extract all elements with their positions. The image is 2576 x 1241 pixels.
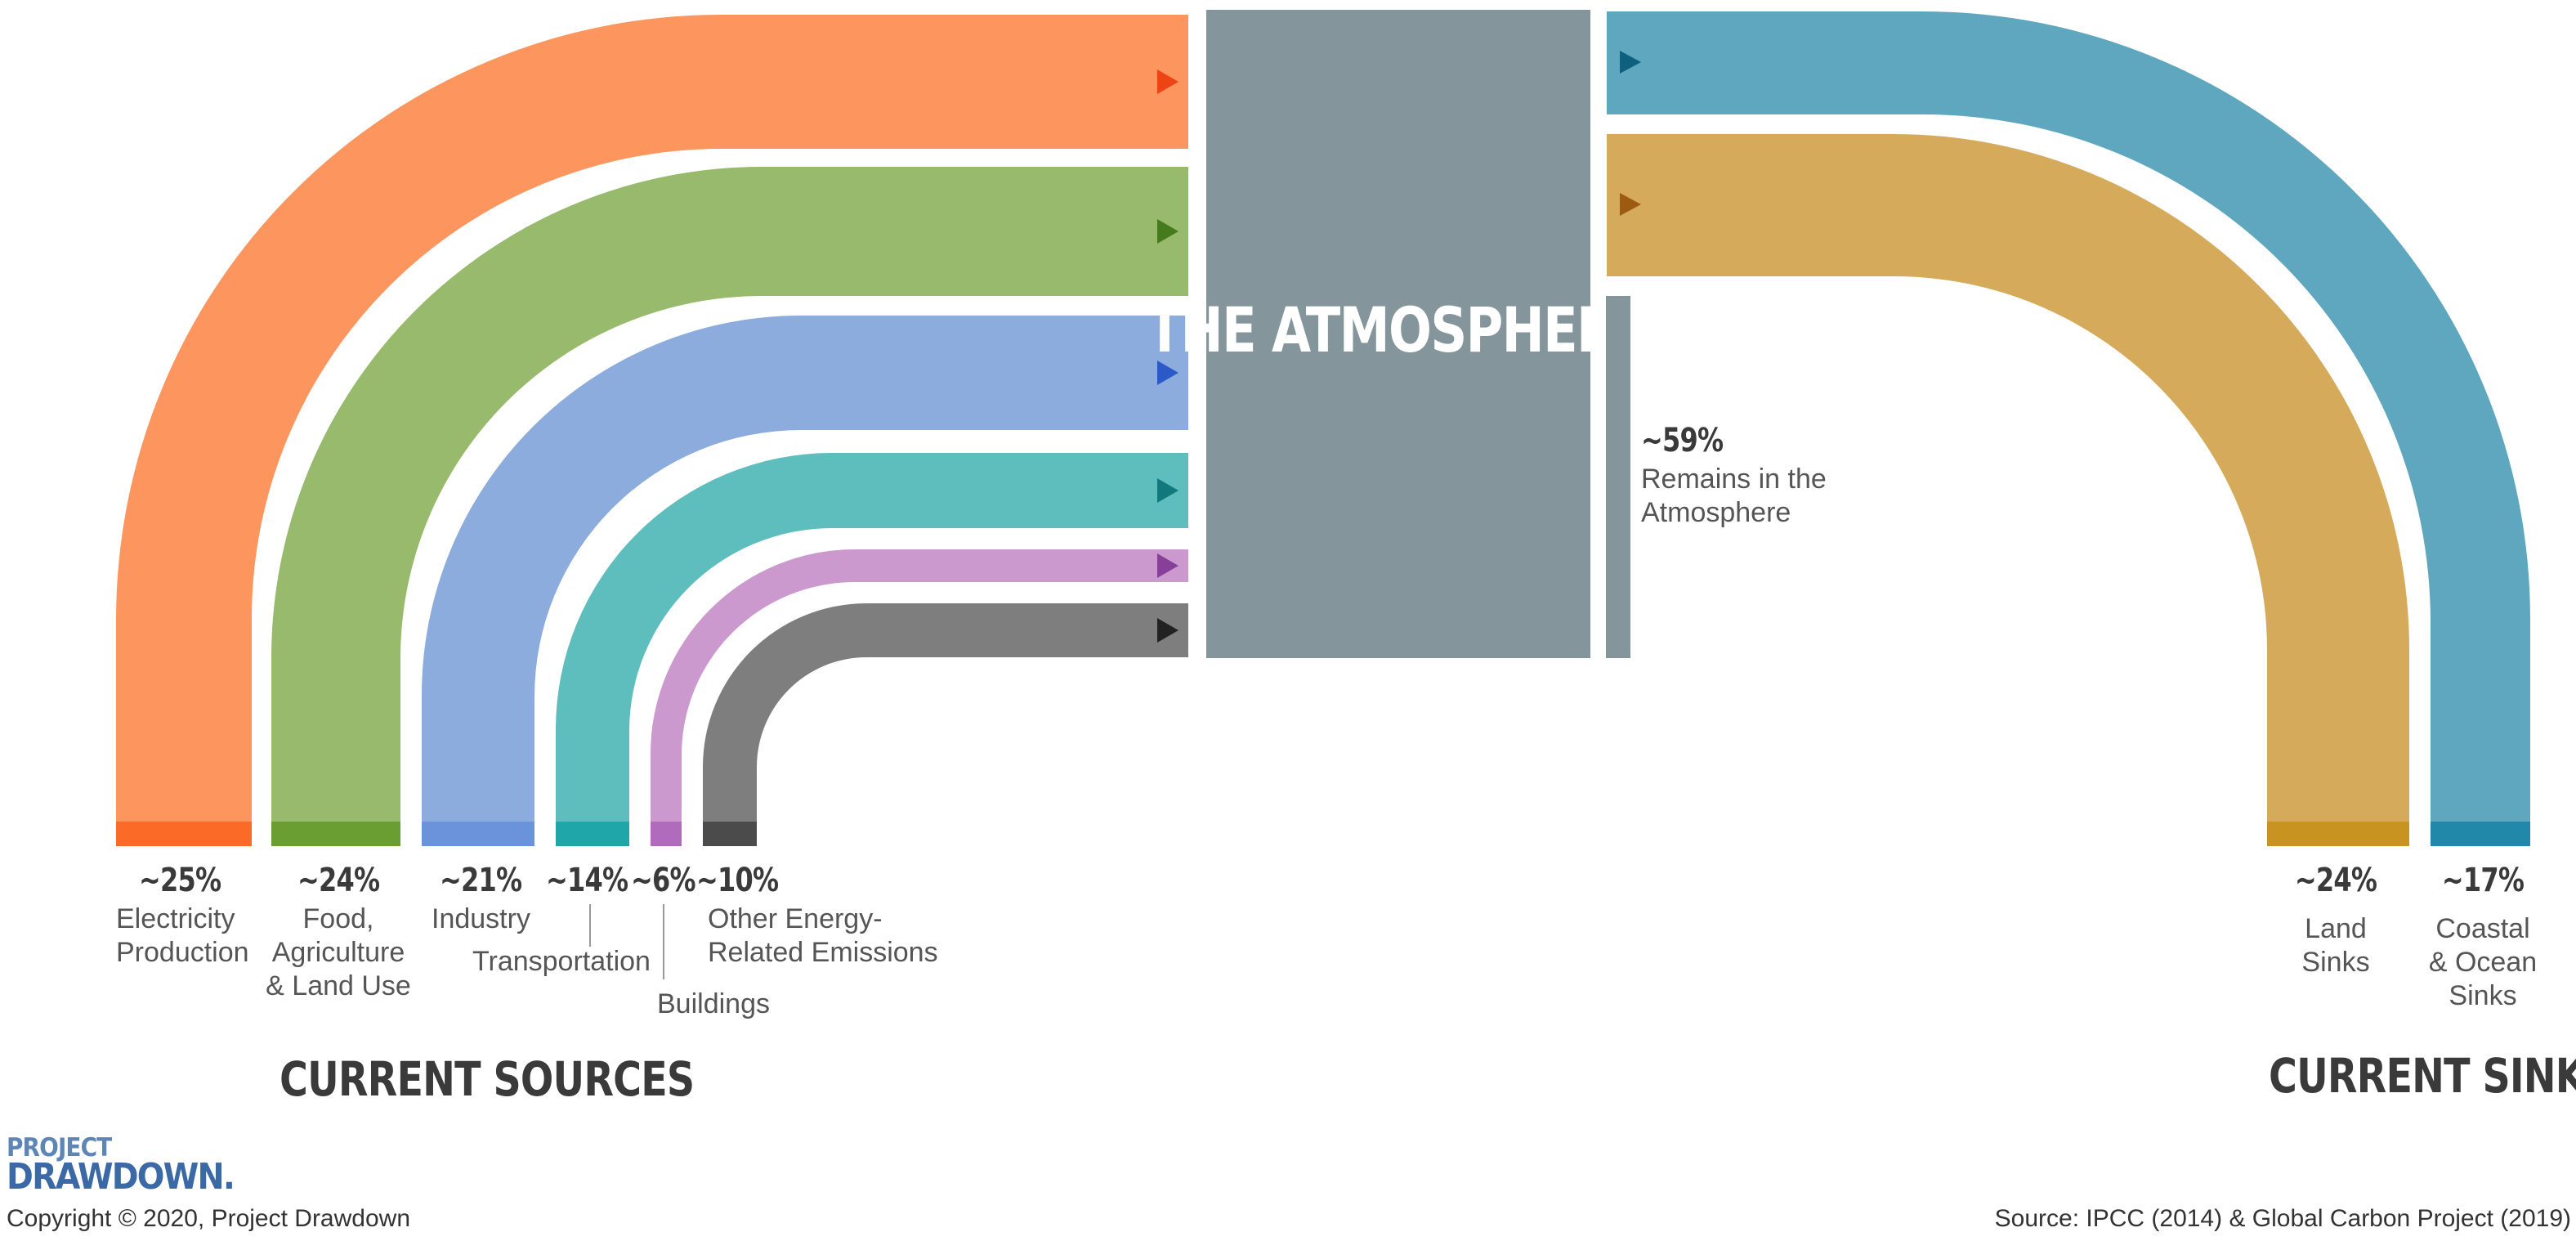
atmosphere-box — [1206, 10, 1590, 658]
source-band-transportation — [556, 453, 1188, 822]
source-pct-food: ~24% — [297, 862, 380, 899]
sinks-heading: CURRENT SINKS — [2269, 1048, 2576, 1104]
source-cap-transportation — [556, 822, 629, 846]
source-band-electricity — [116, 15, 1188, 822]
source-arrow-buildings — [1157, 553, 1178, 578]
source-pct-buildings: ~6% — [631, 862, 696, 899]
source-arrow-transportation — [1157, 478, 1178, 503]
source-arrow-food — [1157, 219, 1178, 244]
remains-bar — [1606, 296, 1630, 658]
source-pct-other: ~10% — [696, 862, 779, 899]
sink-arrow-ocean — [1620, 51, 1641, 74]
source-arrow-other — [1157, 618, 1178, 643]
sink-pct-land: ~24% — [2294, 862, 2377, 899]
source-pct-transportation: ~14% — [546, 862, 628, 899]
source-label-other: Other Energy- Related Emissions — [708, 903, 938, 968]
source-label-industry: Industry — [432, 903, 530, 934]
source-label-electricity: Electricity Production — [116, 903, 249, 968]
source-pct-industry: ~21% — [440, 862, 522, 899]
sink-band-ocean — [1607, 11, 2530, 822]
sink-label-ocean: Coastal & Ocean Sinks — [2428, 913, 2538, 1011]
source-band-buildings — [651, 549, 1188, 822]
source-pct-electricity: ~25% — [139, 862, 221, 899]
source-cap-food — [271, 822, 400, 846]
sink-band-land — [1607, 134, 2409, 822]
source-label-transportation: Transportation — [472, 946, 651, 977]
sink-cap-land — [2267, 822, 2409, 846]
source-label-food: Food, Agriculture & Land Use — [266, 903, 411, 1001]
sink-pct-ocean: ~17% — [2441, 862, 2525, 899]
atmosphere-label: THE ATMOSPHERE — [1147, 294, 1648, 367]
source-cap-electricity — [116, 822, 252, 846]
project-drawdown-logo: DRAWDOWN. — [7, 1156, 235, 1198]
sources-heading: CURRENT SOURCES — [280, 1051, 695, 1107]
source-label-buildings: Buildings — [657, 988, 770, 1019]
source-band-industry — [422, 316, 1188, 822]
source-cap-other — [703, 822, 757, 846]
remains-pct: ~59% — [1641, 422, 1724, 459]
sink-arrow-land — [1620, 193, 1641, 216]
source-note: Source: IPCC (2014) & Global Carbon Proj… — [1994, 1205, 2571, 1232]
remains-label: Remains in the Atmosphere — [1641, 464, 1827, 528]
source-band-other — [703, 603, 1188, 822]
source-cap-industry — [422, 822, 534, 846]
source-cap-buildings — [651, 822, 682, 846]
project-drawdown-logo-top: PROJECT — [7, 1133, 112, 1163]
sink-label-land: Land Sinks — [2301, 913, 2370, 978]
sink-cap-ocean — [2431, 822, 2530, 846]
copyright-text: Copyright © 2020, Project Drawdown — [7, 1205, 411, 1232]
source-arrow-industry — [1157, 361, 1178, 385]
source-band-food — [271, 167, 1188, 822]
source-arrow-electricity — [1157, 69, 1178, 94]
